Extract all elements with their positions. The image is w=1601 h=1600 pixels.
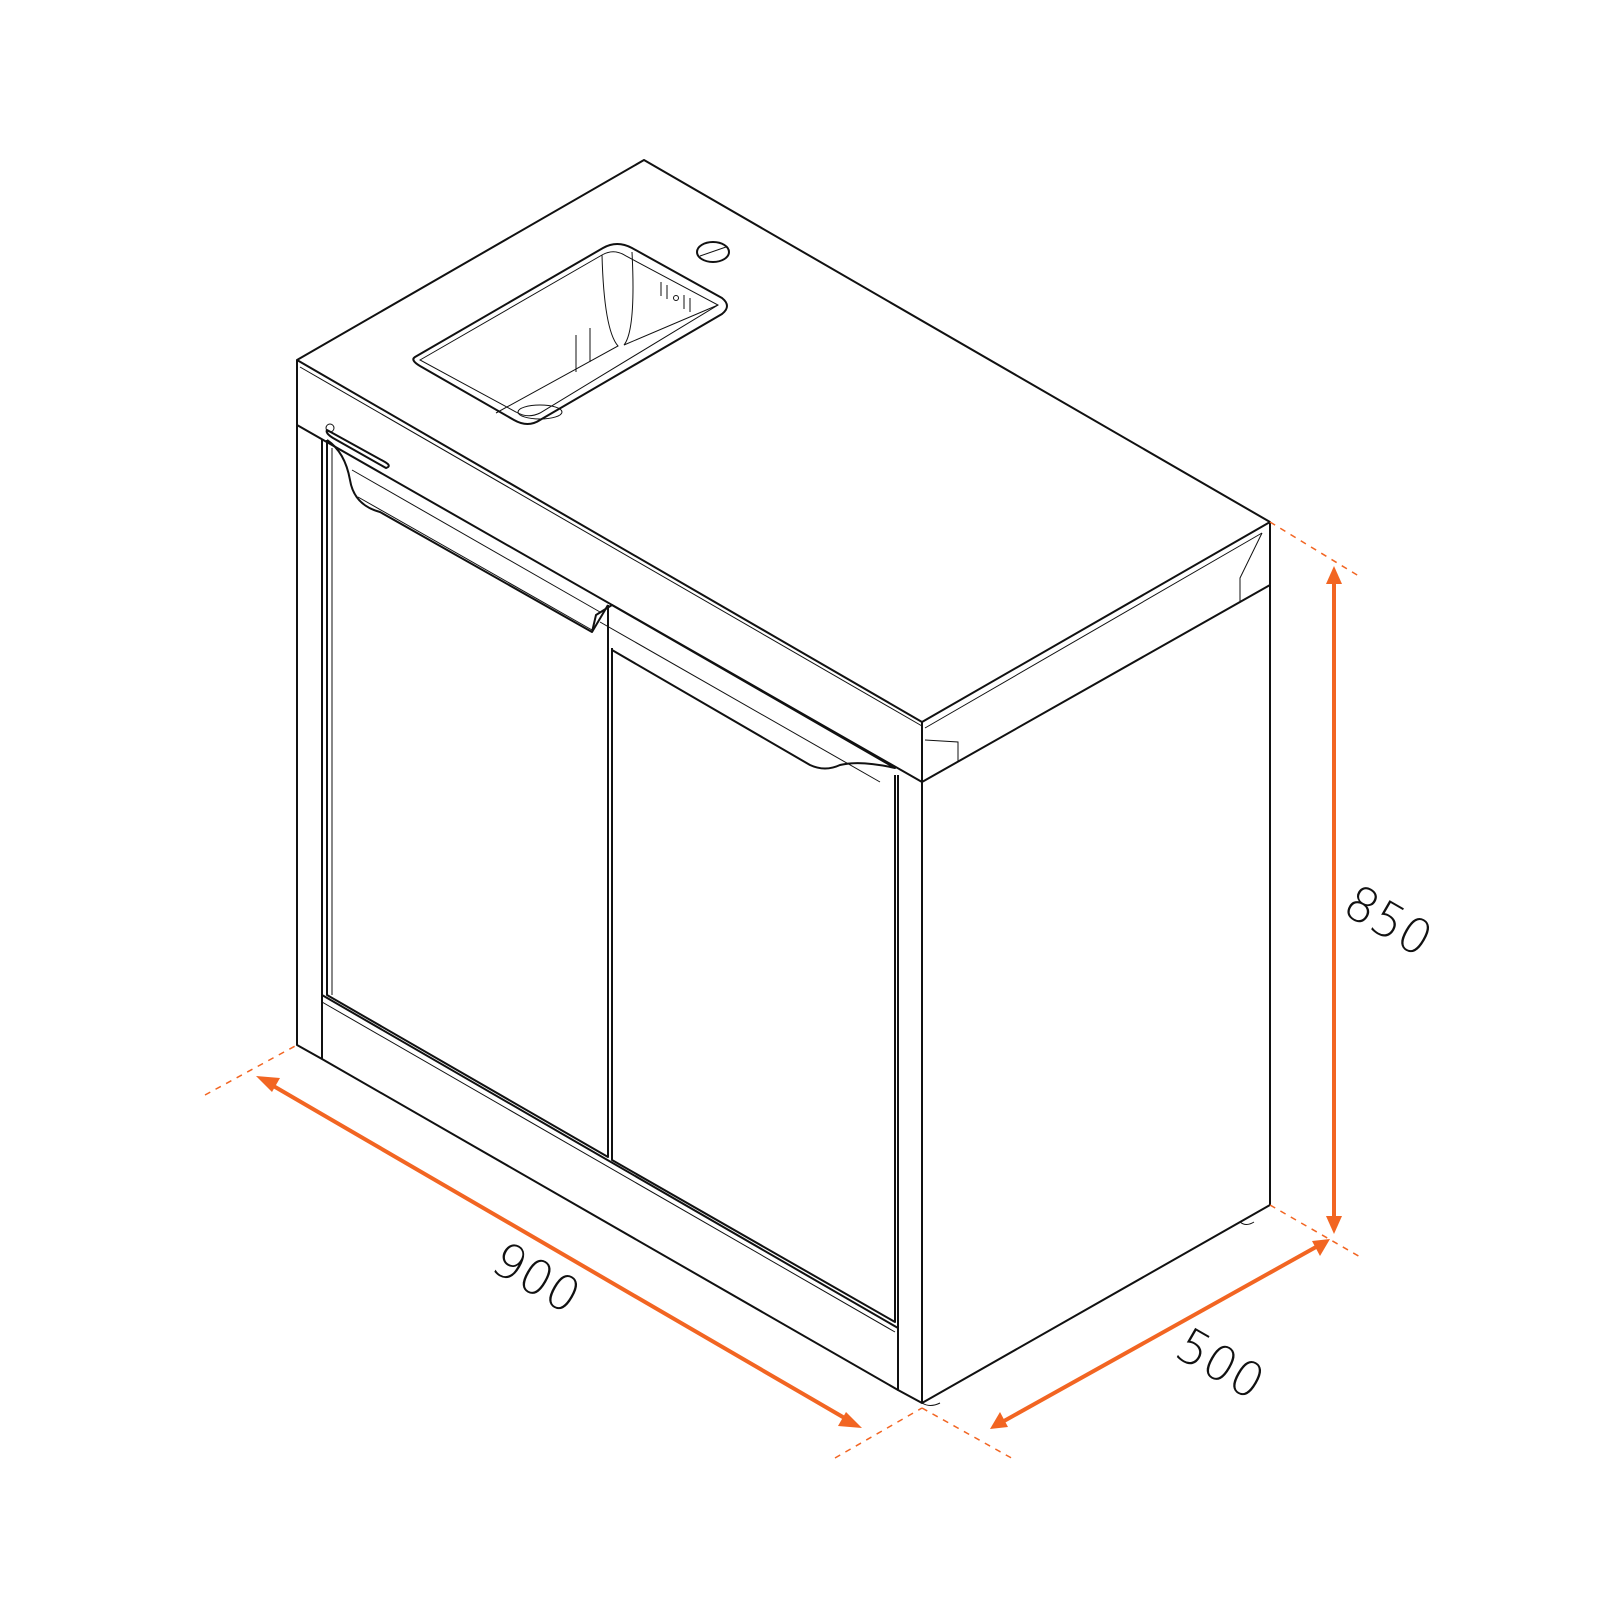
cabinet-drawing — [296, 159, 1271, 1406]
depth-dimension-arrow — [1003, 1245, 1317, 1423]
tap-hole — [696, 241, 730, 263]
plinth-top — [321, 994, 899, 1329]
countertop-top-surface — [296, 159, 1271, 723]
right-door — [591, 604, 896, 1323]
dimension-lines — [204, 521, 1363, 1461]
left-door — [326, 439, 609, 1158]
right-front-post — [897, 775, 923, 1404]
plinth-bottom — [321, 1058, 899, 1391]
countertop-front-edge — [296, 360, 923, 783]
right-side-panel — [921, 585, 1271, 1404]
width-dimension-arrow — [268, 1082, 850, 1422]
brand-logo — [325, 423, 390, 469]
depth-label: 500 — [1166, 1317, 1273, 1411]
width-label: 900 — [482, 1231, 589, 1325]
left-side-post — [296, 425, 323, 1060]
sink-basin — [412, 243, 728, 425]
countertop-side-edge — [921, 522, 1271, 783]
height-label: 850 — [1334, 874, 1441, 968]
